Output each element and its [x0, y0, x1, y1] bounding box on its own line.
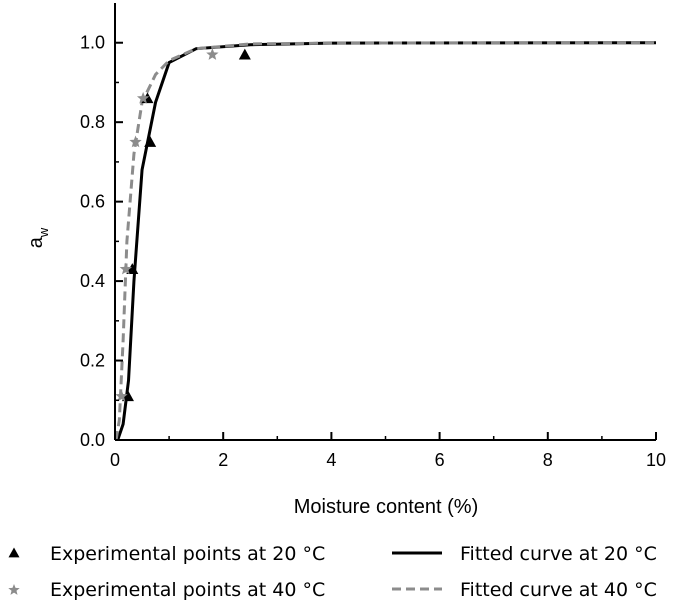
- experimental-point-40c-marker: [119, 262, 132, 275]
- y-tick-label: 0.6: [80, 192, 105, 212]
- fitted-curve-20c-line: [116, 41, 657, 441]
- y-axis-label-subscript: w: [36, 227, 51, 238]
- experimental-point-20c-marker: [238, 48, 251, 60]
- y-tick-label: 0.8: [80, 112, 105, 132]
- experimental-point-40c-marker: [136, 91, 150, 104]
- experimental-point-40c-marker: [115, 389, 128, 402]
- experimental-point-20c-marker: [126, 263, 139, 274]
- x-tick-label: 6: [435, 450, 445, 470]
- legend-label-points-20c: Experimental points at 20 °C: [50, 543, 325, 565]
- experimental-point-20c-marker: [121, 390, 134, 402]
- y-tick-label: 0.4: [80, 271, 105, 291]
- x-tick-label: 8: [543, 450, 553, 470]
- experimental-point-20c-marker: [144, 136, 157, 147]
- legend: Experimental points at 20 °C Fitted curve…: [8, 543, 657, 601]
- experimental-point-40c-marker: [129, 135, 142, 148]
- y-axis-label: aw: [25, 227, 51, 248]
- y-tick-label: 1.0: [80, 33, 105, 53]
- y-tick-label: 0.0: [80, 430, 105, 450]
- legend-triangle-marker: [8, 547, 20, 558]
- legend-star-marker: [8, 584, 20, 595]
- x-tick-label: 2: [218, 450, 228, 470]
- experimental-point-40c-marker: [206, 48, 219, 60]
- legend-label-curve-20c: Fitted curve at 20 °C: [460, 543, 657, 565]
- legend-label-points-40c: Experimental points at 40 °C: [50, 579, 325, 601]
- legend-label-curve-40c: Fitted curve at 40 °C: [460, 579, 657, 601]
- x-axis-label: Moisture content (%): [294, 496, 479, 518]
- x-tick-label: 10: [646, 450, 666, 470]
- axes: 0 2 4 6 8 10 0.0 0.2 0.4 0.6 0.8 1.0: [80, 3, 666, 470]
- x-tick-label: 0: [110, 450, 120, 470]
- fitted-curve-40c-line: [114, 41, 657, 441]
- plot-area: [114, 41, 657, 441]
- y-axis-label-main: a: [25, 236, 47, 248]
- x-tick-label: 4: [326, 450, 336, 470]
- y-tick-label: 0.2: [80, 351, 105, 371]
